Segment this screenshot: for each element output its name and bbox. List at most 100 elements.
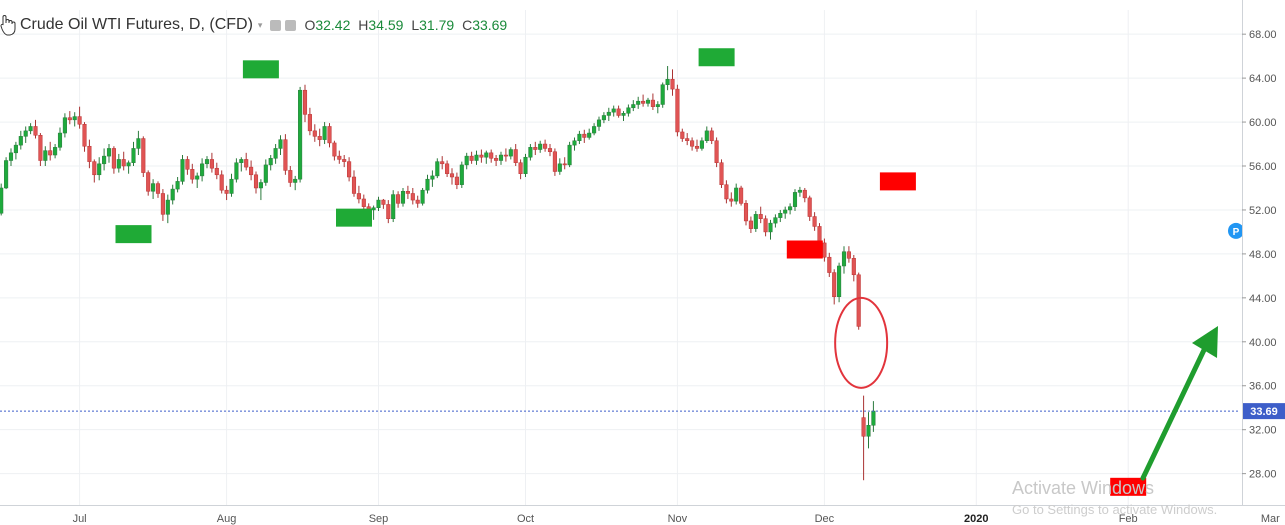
low-value: 31.79 — [419, 17, 455, 33]
candle-body — [43, 150, 48, 161]
candle-body — [557, 163, 562, 172]
price-tick-label: 36.00 — [1249, 381, 1277, 393]
candle-up — [57, 127, 63, 151]
candle-down — [690, 137, 695, 151]
candle-body — [807, 197, 812, 217]
candle-body — [23, 130, 28, 137]
candle-down — [356, 185, 361, 204]
candles-group — [0, 66, 876, 481]
candle-up — [371, 205, 376, 220]
candle-down — [87, 139, 92, 169]
candle-body — [851, 258, 856, 276]
candle-down — [729, 192, 734, 207]
candle-body — [714, 140, 719, 163]
candle-up — [195, 172, 200, 188]
candle-down — [832, 269, 837, 305]
candle-down — [503, 148, 508, 162]
candle-down — [861, 395, 866, 481]
candle-body — [871, 410, 876, 426]
candle-up — [97, 157, 102, 181]
candle-up — [788, 203, 793, 215]
price-axis: 68.00 64.00 60.00 56.00 52.00 48.00 44.00 40.00… — [1242, 0, 1285, 525]
candle-body — [709, 130, 714, 141]
candle-body — [4, 160, 9, 189]
candle-down — [155, 181, 161, 198]
candle-up — [474, 150, 479, 165]
time-tick-label: Aug — [217, 513, 237, 525]
candle-body — [812, 216, 817, 227]
candle-down — [440, 156, 445, 170]
candle-up — [606, 107, 611, 121]
candle-down — [396, 191, 401, 208]
time-tick-label: Nov — [668, 513, 688, 525]
green-marker — [336, 208, 372, 227]
highlight-ellipse — [834, 296, 889, 389]
candle-down — [513, 144, 518, 167]
candle-up — [376, 196, 381, 212]
symbol-title[interactable]: Crude Oil WTI Futures, D, (CFD) — [20, 16, 253, 33]
candle-body — [513, 149, 518, 163]
candle-body — [72, 116, 77, 121]
candle-body — [219, 174, 224, 191]
candle-body — [97, 163, 102, 176]
candle-up — [572, 137, 577, 151]
candle-down — [381, 198, 386, 209]
settings-icon[interactable] — [285, 19, 297, 31]
open-label: O — [304, 17, 316, 33]
candle-down — [185, 156, 190, 175]
candle-body — [165, 199, 170, 215]
candle-up — [631, 100, 636, 112]
candle-down — [851, 255, 856, 282]
chart-header: Crude Oil WTI Futures, D, (CFD) ▾ O32.42… — [0, 10, 507, 40]
price-tick-label: 64.00 — [1249, 73, 1277, 85]
candle-body — [57, 132, 63, 148]
candle-up — [116, 153, 121, 173]
candle-down — [616, 105, 621, 118]
candle-body — [224, 189, 229, 194]
price-tick-label: 68.00 — [1249, 29, 1277, 41]
candle-body — [136, 138, 141, 149]
eye-icon[interactable] — [270, 19, 282, 31]
price-axis-bg — [1242, 0, 1285, 525]
candle-down — [739, 185, 744, 206]
candle-down — [547, 144, 553, 157]
candle-body — [121, 159, 126, 167]
candle-body — [293, 178, 298, 183]
candle-down — [160, 189, 165, 221]
candle-body — [307, 114, 312, 132]
candle-body — [832, 272, 837, 297]
candle-body — [802, 189, 807, 199]
candle-down — [415, 195, 420, 208]
green-marker — [698, 48, 735, 67]
green-marker — [115, 225, 152, 244]
candle-body — [822, 242, 827, 258]
last-price-badge — [1243, 403, 1285, 420]
candle-body — [337, 155, 342, 160]
candle-down — [562, 157, 567, 170]
watermark-subtitle: Go to Settings to activate Windows. — [1012, 502, 1218, 517]
candle-up — [4, 157, 9, 190]
time-tick-label: Sep — [369, 513, 389, 525]
candle-body — [435, 161, 440, 177]
candle-up — [660, 82, 665, 108]
candle-up — [200, 158, 205, 182]
candle-up — [126, 160, 131, 174]
candle-up — [420, 187, 425, 206]
candle-down — [743, 200, 749, 226]
candle-body — [567, 144, 572, 166]
candle-up — [797, 186, 802, 197]
candle-body — [77, 116, 82, 125]
candle-down — [405, 185, 410, 199]
candle-body — [592, 126, 597, 134]
time-tick-label: Mar — [1261, 513, 1280, 525]
candle-body — [523, 156, 528, 174]
candle-body — [351, 176, 357, 194]
candle-down — [533, 141, 538, 156]
candle-down — [249, 160, 254, 181]
chevron-down-icon[interactable]: ▾ — [257, 19, 263, 30]
candle-up — [773, 214, 778, 228]
candle-up — [464, 152, 469, 170]
candle-body — [861, 417, 866, 437]
p-badge-label: P — [1233, 227, 1240, 238]
